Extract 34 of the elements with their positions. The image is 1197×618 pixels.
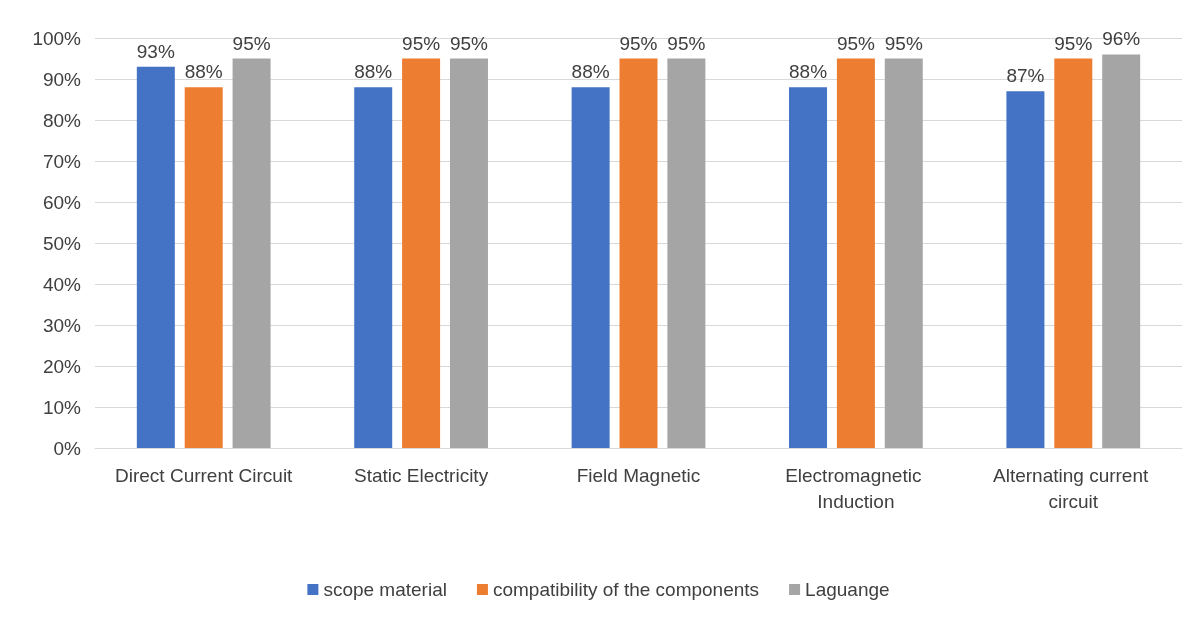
x-tick-label: Alternating current circuit [993,464,1154,512]
data-label: 95% [667,32,706,54]
data-label: 95% [619,32,658,54]
x-tick-label: Static Electricity [354,464,489,486]
y-tick-label: 20% [42,355,82,377]
x-tick-label: Electromagnetic Induction [785,464,927,512]
data-label: 95% [402,32,441,54]
y-tick-label: 80% [42,109,82,131]
data-label: 93% [136,40,175,62]
x-tick-label: Direct Current Circuit [115,464,294,486]
data-label: 88% [571,61,610,83]
legend-label: scope material [323,579,447,600]
data-label: 88% [354,61,393,83]
y-tick-label: 40% [42,273,82,295]
y-tick-label: 30% [42,314,82,336]
data-label: 95% [449,32,489,54]
data-label: 88% [184,61,223,83]
data-label: 95% [836,32,876,54]
y-tick-label: 10% [42,396,82,418]
data-label: 96% [1102,28,1141,50]
y-tick-label: 90% [42,68,82,90]
y-tick-label: 100% [32,27,82,49]
y-tick-label: 50% [42,232,82,254]
y-tick-label: 70% [42,150,82,172]
data-label: 87% [1006,65,1045,87]
data-label: 88% [789,61,828,83]
y-tick-label: 0% [53,437,82,459]
data-label: 95% [884,32,923,54]
legend-label: Laguange [805,579,890,600]
data-label: 95% [1054,32,1093,54]
legend-label: compatibility of the components [492,579,760,600]
x-tick-label: Field Magnetic [576,464,701,486]
data-label: 95% [232,32,271,54]
y-tick-label: 60% [42,191,82,213]
